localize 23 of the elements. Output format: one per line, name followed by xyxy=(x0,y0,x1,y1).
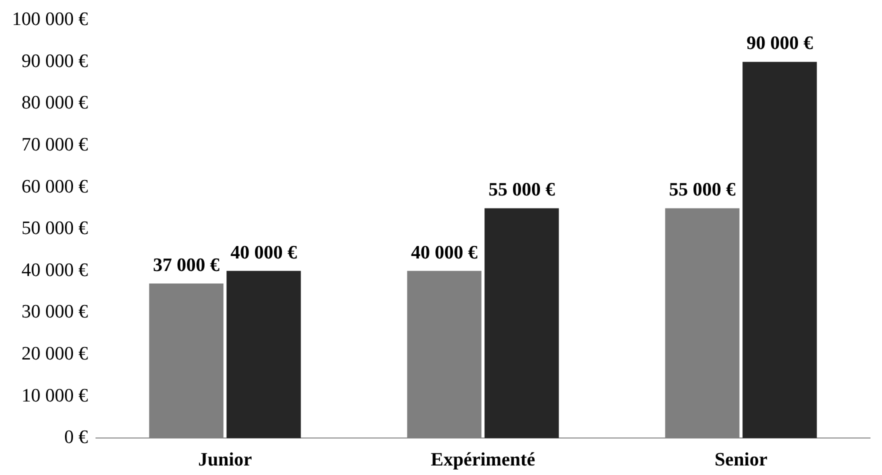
data-label: 40 000 € xyxy=(411,242,478,264)
y-tick-label: 50 000 € xyxy=(22,218,88,240)
y-tick-label: 100 000 € xyxy=(12,8,88,30)
data-label: 40 000 € xyxy=(230,242,298,264)
y-tick-label: 0 € xyxy=(64,427,88,448)
y-tick-label: 10 000 € xyxy=(22,385,88,406)
y-tick-label: 60 000 € xyxy=(22,176,88,198)
bar xyxy=(226,270,301,438)
x-tick-label: Senior xyxy=(714,450,768,471)
y-tick-label: 90 000 € xyxy=(22,50,88,72)
y-tick-label: 30 000 € xyxy=(22,302,88,323)
bar xyxy=(484,208,559,438)
y-tick-label: 40 000 € xyxy=(22,260,88,281)
bar xyxy=(742,62,817,438)
x-tick-label: Expérimenté xyxy=(430,450,536,471)
y-tick-label: 70 000 € xyxy=(22,134,88,156)
y-tick-label: 80 000 € xyxy=(22,92,88,114)
data-label: 90 000 € xyxy=(746,33,814,54)
y-tick-label: 20 000 € xyxy=(22,344,88,365)
data-label: 37 000 € xyxy=(153,254,220,276)
x-tick-label: Junior xyxy=(198,450,252,471)
data-label: 55 000 € xyxy=(669,180,736,201)
data-label: 55 000 € xyxy=(488,180,556,201)
